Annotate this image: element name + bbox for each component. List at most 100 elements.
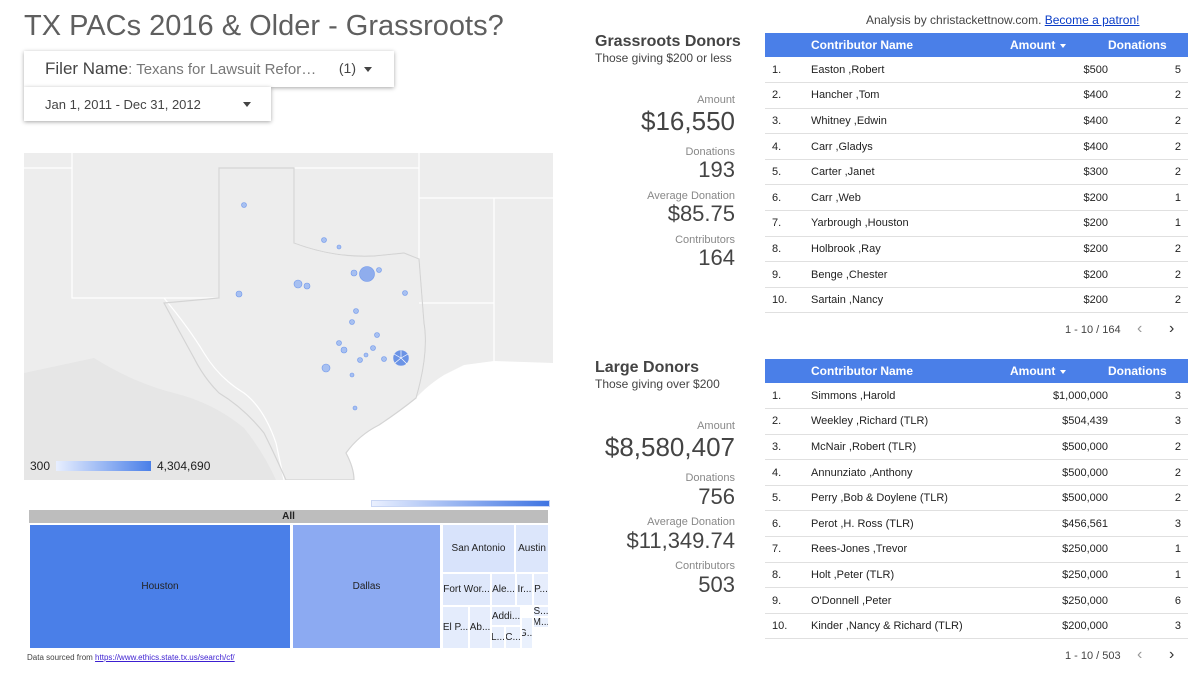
donations-header[interactable]: Donations	[1108, 33, 1188, 57]
large-donations: 756	[698, 484, 735, 509]
large-avg-label: Average Donation	[647, 516, 735, 528]
donor-map[interactable]	[24, 153, 553, 480]
table-row[interactable]: 4. Annunziato ,Anthony $500,000 2	[765, 459, 1188, 486]
row-index: 9.	[765, 587, 809, 614]
grassroots-donations: 193	[698, 157, 735, 182]
row-donations: 1	[1108, 210, 1188, 237]
row-contributor-name: Whitney ,Edwin	[809, 108, 1010, 135]
patron-link[interactable]: Become a patron!	[1044, 13, 1140, 27]
table-row[interactable]: 7. Yarbrough ,Houston $200 1	[765, 210, 1188, 237]
table-row[interactable]: 9. Benge ,Chester $200 2	[765, 261, 1188, 288]
treemap-cell-abilene[interactable]: Ab...	[469, 606, 491, 649]
treemap-cell-dallas[interactable]: Dallas	[292, 524, 441, 649]
row-donations: 2	[1108, 459, 1188, 486]
row-index: 8.	[765, 562, 809, 589]
row-amount: $250,000	[1010, 587, 1108, 614]
row-contributor-name: Carr ,Web	[809, 184, 1010, 212]
table-row[interactable]: 8. Holt ,Peter (TLR) $250,000 1	[765, 562, 1188, 589]
row-contributor-name: Carr ,Gladys	[809, 133, 1010, 160]
row-index: 5.	[765, 159, 809, 186]
large-prev-page-button[interactable]: ‹	[1137, 646, 1143, 663]
large-contributors-label: Contributors	[675, 560, 735, 572]
table-row[interactable]: 4. Carr ,Gladys $400 2	[765, 133, 1188, 160]
row-contributor-name: McNair ,Robert (TLR)	[809, 434, 1010, 461]
table-row[interactable]: 2. Hancher ,Tom $400 2	[765, 82, 1188, 109]
treemap-cell-austin[interactable]: Austin	[515, 524, 549, 573]
row-donations: 1	[1108, 184, 1188, 212]
source-link[interactable]: https://www.ethics.state.tx.us/search/cf…	[95, 653, 235, 662]
grassroots-next-page-button[interactable]: ›	[1169, 320, 1175, 337]
amount-header-label: Amount	[1010, 364, 1056, 378]
treemap-cell-el-paso[interactable]: El P...	[442, 606, 469, 649]
treemap-cell-p[interactable]: P...	[533, 573, 549, 606]
filer-label: Filer Name	[45, 59, 129, 78]
contributor-name-header[interactable]: Contributor Name	[809, 33, 1010, 57]
treemap-cell-s[interactable]: S...	[533, 606, 549, 617]
row-index: 4.	[765, 133, 809, 160]
row-donations: 3	[1108, 613, 1188, 640]
table-row[interactable]: 10. Sartain ,Nancy $200 2	[765, 287, 1188, 314]
amount-header[interactable]: Amount	[1010, 33, 1108, 57]
index-header	[765, 33, 809, 57]
table-row[interactable]: 5. Carter ,Janet $300 2	[765, 159, 1188, 186]
row-index: 6.	[765, 184, 809, 212]
row-amount: $200	[1010, 287, 1108, 314]
row-index: 9.	[765, 261, 809, 288]
city-treemap[interactable]: All Houston Dallas San Antonio Austin Fo…	[29, 510, 549, 650]
table-row[interactable]: 10. Kinder ,Nancy & Richard (TLR) $200,000…	[765, 613, 1188, 640]
row-donations: 2	[1108, 159, 1188, 186]
large-title: Large Donors	[595, 359, 700, 376]
row-donations: 2	[1108, 434, 1188, 461]
treemap-cell-c[interactable]: C...	[505, 626, 521, 649]
large-donations-label: Donations	[685, 472, 735, 484]
table-row[interactable]: 2. Weekley ,Richard (TLR) $504,439 3	[765, 408, 1188, 435]
row-amount: $500,000	[1010, 485, 1108, 512]
row-amount: $500,000	[1010, 434, 1108, 461]
row-index: 7.	[765, 536, 809, 563]
date-range-picker[interactable]: Jan 1, 2011 - Dec 31, 2012	[24, 87, 271, 121]
donations-header[interactable]: Donations	[1108, 359, 1188, 383]
page-title: TX PACs 2016 & Older - Grassroots?	[24, 10, 504, 42]
row-contributor-name: Weekley ,Richard (TLR)	[809, 408, 1010, 435]
grassroots-table: Contributor Name Amount Donations 1. East…	[765, 33, 1188, 314]
table-row[interactable]: 5. Perry ,Bob & Doylene (TLR) $500,000 2	[765, 485, 1188, 512]
row-index: 6.	[765, 510, 809, 538]
grassroots-amount-label: Amount	[697, 94, 735, 106]
large-table: Contributor Name Amount Donations 1. Simm…	[765, 359, 1188, 640]
table-row[interactable]: 8. Holbrook ,Ray $200 2	[765, 236, 1188, 263]
table-row[interactable]: 7. Rees-Jones ,Trevor $250,000 1	[765, 536, 1188, 563]
amount-header[interactable]: Amount	[1010, 359, 1108, 383]
map-legend-max: 4,304,690	[157, 459, 211, 473]
table-row[interactable]: 6. Carr ,Web $200 1	[765, 184, 1188, 212]
contributor-name-header[interactable]: Contributor Name	[809, 359, 1010, 383]
row-index: 10.	[765, 613, 809, 640]
filer-name-filter[interactable]: Filer Name: Texans for Lawsuit Reform ..…	[24, 51, 394, 87]
table-row[interactable]: 3. Whitney ,Edwin $400 2	[765, 108, 1188, 135]
row-contributor-name: Carter ,Janet	[809, 159, 1010, 186]
grassroots-pager-text: 1 - 10 / 164	[1065, 324, 1121, 336]
grassroots-prev-page-button[interactable]: ‹	[1137, 320, 1143, 337]
treemap-cell-addison[interactable]: Addi...	[491, 606, 521, 626]
treemap-cell-houston[interactable]: Houston	[29, 524, 291, 649]
row-donations: 1	[1108, 562, 1188, 589]
treemap-cell-m[interactable]: M...	[533, 617, 549, 628]
treemap-cell-fort-worth[interactable]: Fort Wor...	[442, 573, 491, 606]
large-next-page-button[interactable]: ›	[1169, 646, 1175, 663]
table-row[interactable]: 1. Easton ,Robert $500 5	[765, 57, 1188, 84]
table-row[interactable]: 3. McNair ,Robert (TLR) $500,000 2	[765, 434, 1188, 461]
treemap-cell-alexandria[interactable]: Ale...	[491, 573, 516, 606]
table-header-row: Contributor Name Amount Donations	[765, 359, 1188, 383]
treemap-cell-l[interactable]: L...	[491, 626, 505, 649]
row-donations: 2	[1108, 108, 1188, 135]
row-amount: $200	[1010, 184, 1108, 212]
treemap-cell-irving[interactable]: Ir...	[516, 573, 533, 606]
treemap-cell-san-antonio[interactable]: San Antonio	[442, 524, 515, 573]
row-index: 4.	[765, 459, 809, 486]
large-contributors: 503	[698, 572, 735, 597]
treemap-root-label[interactable]: All	[29, 510, 548, 523]
table-row[interactable]: 6. Perot ,H. Ross (TLR) $456,561 3	[765, 510, 1188, 538]
row-index: 5.	[765, 485, 809, 512]
table-row[interactable]: 9. O'Donnell ,Peter $250,000 6	[765, 587, 1188, 614]
table-row[interactable]: 1. Simmons ,Harold $1,000,000 3	[765, 383, 1188, 410]
treemap-cell-g[interactable]: G...	[521, 617, 533, 649]
